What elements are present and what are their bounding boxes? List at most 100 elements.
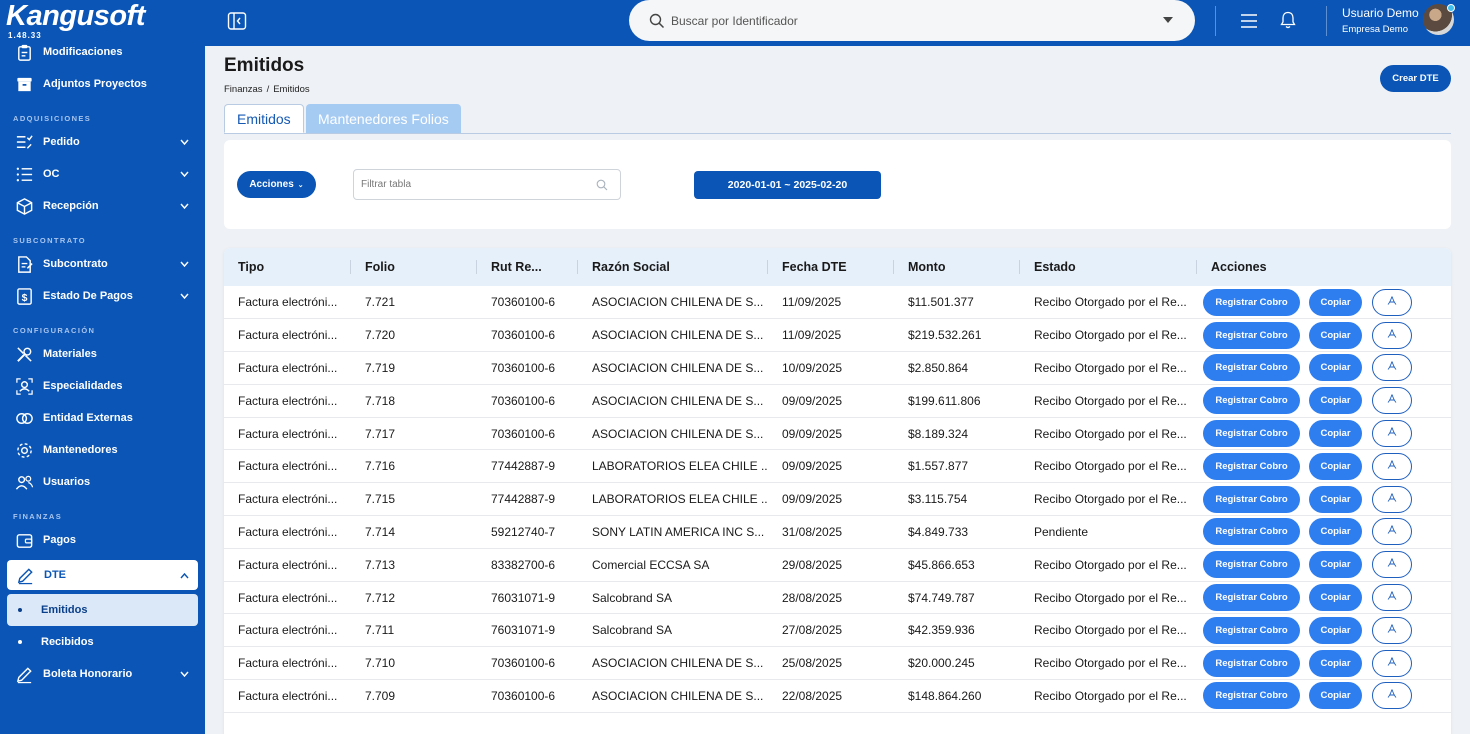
register-payment-button[interactable]: Registrar Cobro: [1203, 354, 1300, 382]
pdf-button[interactable]: [1372, 387, 1412, 415]
global-search[interactable]: Buscar por Identificador: [629, 0, 1195, 41]
column-separator[interactable]: [476, 260, 477, 274]
register-payment-button[interactable]: Registrar Cobro: [1203, 649, 1300, 677]
copy-button[interactable]: Copiar: [1309, 485, 1362, 513]
table-row[interactable]: Factura electróni... 7.711 76031071-9 Salco…: [224, 614, 1451, 647]
column-header-acciones[interactable]: Acciones: [1211, 260, 1267, 274]
register-payment-button[interactable]: Registrar Cobro: [1203, 616, 1300, 644]
pdf-button[interactable]: [1372, 551, 1412, 579]
sidebar-item-adjuntos-proyectos[interactable]: Adjuntos Proyectos: [0, 68, 205, 100]
pdf-button[interactable]: [1372, 649, 1412, 677]
sidebar-subitem-emitidos[interactable]: Emitidos: [7, 594, 198, 626]
date-range-button[interactable]: 2020-01-01 ~ 2025-02-20: [694, 171, 881, 199]
copy-button[interactable]: Copiar: [1309, 551, 1362, 579]
pdf-button[interactable]: [1372, 354, 1412, 382]
pdf-button[interactable]: [1372, 452, 1412, 480]
sidebar-item-oc[interactable]: OC: [0, 158, 205, 190]
column-separator[interactable]: [350, 260, 351, 274]
table-row[interactable]: Factura electróni... 7.714 59212740-7 SONY …: [224, 516, 1451, 549]
tools-icon: [14, 344, 34, 364]
pdf-icon: [1386, 688, 1398, 703]
column-separator[interactable]: [767, 260, 768, 274]
register-payment-button[interactable]: Registrar Cobro: [1203, 452, 1300, 480]
column-header-folio[interactable]: Folio: [351, 248, 477, 286]
copy-button[interactable]: Copiar: [1309, 649, 1362, 677]
copy-button[interactable]: Copiar: [1309, 682, 1362, 710]
table-row[interactable]: Factura electróni... 7.717 70360100-6 ASOCI…: [224, 417, 1451, 450]
column-separator[interactable]: [1019, 260, 1020, 274]
copy-button[interactable]: Copiar: [1309, 518, 1362, 546]
column-header-monto[interactable]: Monto: [894, 248, 1020, 286]
actions-dropdown-button[interactable]: Acciones ⌄: [237, 171, 316, 198]
register-payment-button[interactable]: Registrar Cobro: [1203, 551, 1300, 579]
register-payment-button[interactable]: Registrar Cobro: [1203, 387, 1300, 415]
pdf-button[interactable]: [1372, 584, 1412, 612]
copy-button[interactable]: Copiar: [1309, 584, 1362, 612]
sidebar-item-boleta-honorario[interactable]: Boleta Honorario: [0, 658, 205, 690]
copy-button[interactable]: Copiar: [1309, 420, 1362, 448]
tab-mantenedores-folios[interactable]: Mantenedores Folios: [306, 104, 461, 133]
table-row[interactable]: Factura electróni... 7.713 83382700-6 Comer…: [224, 548, 1451, 582]
tab-emitidos[interactable]: Emitidos: [224, 104, 304, 133]
copy-button[interactable]: Copiar: [1309, 321, 1362, 349]
column-header-razon-social[interactable]: Razón Social: [578, 248, 768, 286]
table-row[interactable]: Factura electróni... 7.710 70360100-6 ASOCI…: [224, 647, 1451, 680]
sidebar-subitem-recibidos[interactable]: Recibidos: [0, 626, 205, 658]
copy-button[interactable]: Copiar: [1309, 387, 1362, 415]
table-filter-input[interactable]: [353, 169, 621, 200]
sidebar-toggle-icon[interactable]: [227, 11, 247, 31]
sidebar-item-materiales[interactable]: Materiales: [0, 338, 205, 370]
register-payment-button[interactable]: Registrar Cobro: [1203, 321, 1300, 349]
sidebar-item-estado-de-pagos[interactable]: $ Estado De Pagos: [0, 280, 205, 312]
column-header-tipo[interactable]: Tipo: [224, 248, 351, 286]
register-payment-button[interactable]: Registrar Cobro: [1203, 584, 1300, 612]
sidebar-item-subcontrato[interactable]: Subcontrato: [0, 248, 205, 280]
table-row[interactable]: Factura electróni... 7.720 70360100-6 ASOCI…: [224, 319, 1451, 352]
create-dte-button[interactable]: Crear DTE: [1380, 65, 1451, 92]
register-payment-button[interactable]: Registrar Cobro: [1203, 420, 1300, 448]
copy-button[interactable]: Copiar: [1309, 354, 1362, 382]
sidebar-item-pagos[interactable]: Pagos: [0, 524, 205, 556]
sidebar-item-dte[interactable]: DTE: [7, 560, 198, 590]
table-row[interactable]: Factura electróni... 7.718 70360100-6 ASOCI…: [224, 384, 1451, 418]
copy-button[interactable]: Copiar: [1309, 616, 1362, 644]
avatar[interactable]: [1423, 4, 1455, 35]
column-separator[interactable]: [893, 260, 894, 274]
table-row[interactable]: Factura electróni... 7.716 77442887-9 LABOR…: [224, 450, 1451, 483]
sidebar-item-especialidades[interactable]: Especialidades: [0, 370, 205, 402]
sidebar-item-usuarios[interactable]: Usuarios: [0, 466, 205, 498]
pdf-button[interactable]: [1372, 682, 1412, 710]
column-header-rut-re[interactable]: Rut Re...: [477, 248, 578, 286]
sidebar-item-modificaciones[interactable]: Modificaciones: [0, 36, 205, 68]
pdf-button[interactable]: [1372, 288, 1412, 316]
menu-icon[interactable]: [1240, 12, 1258, 30]
column-separator[interactable]: [577, 260, 578, 274]
register-payment-button[interactable]: Registrar Cobro: [1203, 485, 1300, 513]
table-row[interactable]: Factura electróni... 7.709 70360100-6 ASOCI…: [224, 680, 1451, 713]
copy-button[interactable]: Copiar: [1309, 452, 1362, 480]
pdf-button[interactable]: [1372, 485, 1412, 513]
table-row[interactable]: Factura electróni... 7.715 77442887-9 LABOR…: [224, 483, 1451, 516]
sidebar-item-pedido[interactable]: Pedido: [0, 126, 205, 158]
pdf-button[interactable]: [1372, 420, 1412, 448]
register-payment-button[interactable]: Registrar Cobro: [1203, 518, 1300, 546]
search-dropdown-icon[interactable]: [1163, 17, 1173, 23]
register-payment-button[interactable]: Registrar Cobro: [1203, 682, 1300, 710]
sidebar-item-entidad-externas[interactable]: Entidad Externas: [0, 402, 205, 434]
register-payment-button[interactable]: Registrar Cobro: [1203, 288, 1300, 316]
user-name[interactable]: Usuario Demo: [1342, 6, 1419, 20]
pdf-button[interactable]: [1372, 616, 1412, 644]
copy-button[interactable]: Copiar: [1309, 288, 1362, 316]
table-row[interactable]: Factura electróni... 7.719 70360100-6 ASOCI…: [224, 352, 1451, 385]
column-header-estado[interactable]: Estado: [1020, 248, 1197, 286]
notification-bell-icon[interactable]: [1278, 10, 1298, 30]
sidebar-item-mantenedores[interactable]: Mantenedores: [0, 434, 205, 466]
pdf-button[interactable]: [1372, 321, 1412, 349]
table-row[interactable]: Factura electróni... 7.712 76031071-9 Salco…: [224, 581, 1451, 614]
pdf-button[interactable]: [1372, 518, 1412, 546]
table-row[interactable]: Factura electróni... 7.721 70360100-6 ASOCI…: [224, 286, 1451, 319]
column-separator[interactable]: [1196, 260, 1197, 274]
column-header-fecha-dte[interactable]: Fecha DTE: [768, 248, 894, 286]
breadcrumb-item-finanzas[interactable]: Finanzas: [224, 84, 263, 95]
sidebar-item-recepcion[interactable]: Recepción: [0, 190, 205, 222]
